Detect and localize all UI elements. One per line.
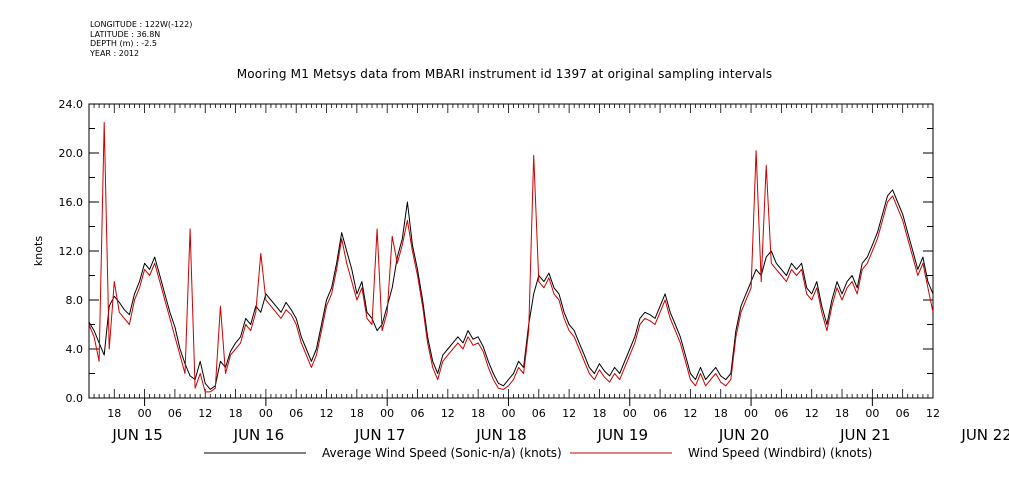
hour-tick-label: 06 bbox=[411, 407, 425, 420]
hour-tick-label: 00 bbox=[380, 407, 394, 420]
hour-tick-label: 06 bbox=[774, 407, 788, 420]
series-line-windbird-wind-speed bbox=[88, 121, 934, 393]
hour-tick-label: 00 bbox=[138, 407, 152, 420]
hour-tick-label: 18 bbox=[350, 407, 364, 420]
hour-tick-label: 06 bbox=[168, 407, 182, 420]
hour-tick-label: 06 bbox=[289, 407, 303, 420]
day-label: JUN 22 bbox=[960, 426, 1009, 444]
hour-tick-label: 06 bbox=[532, 407, 546, 420]
hour-tick-label: 12 bbox=[805, 407, 819, 420]
hour-tick-label: 06 bbox=[653, 407, 667, 420]
hour-tick-label: 18 bbox=[471, 407, 485, 420]
y-tick-label: 24.0 bbox=[59, 98, 84, 111]
day-label: JUN 19 bbox=[597, 426, 648, 444]
hour-tick-label: 12 bbox=[683, 407, 697, 420]
hour-tick-label: 12 bbox=[441, 407, 455, 420]
depth-label: DEPTH (m) : -2.5 bbox=[90, 39, 157, 48]
y-tick-label: 20.0 bbox=[59, 147, 84, 160]
y-tick-label: 8.0 bbox=[66, 294, 84, 307]
y-tick-label: 12.0 bbox=[59, 245, 84, 258]
plot-frame bbox=[88, 103, 934, 399]
hour-tick-label: 12 bbox=[562, 407, 576, 420]
latitude-label: LATITUDE : 36.8N bbox=[90, 29, 161, 39]
mooring-metadata: LONGITUDE : 122W(-122) LATITUDE : 36.8N … bbox=[90, 20, 192, 58]
hour-tick-label: 00 bbox=[259, 407, 273, 420]
hour-tick-label: 18 bbox=[592, 407, 606, 420]
hour-tick-label: 18 bbox=[107, 407, 121, 420]
hour-tick-label: 06 bbox=[896, 407, 910, 420]
day-label: JUN 18 bbox=[475, 426, 526, 444]
hour-tick-label: 18 bbox=[835, 407, 849, 420]
year-label: YEAR : 2012 bbox=[90, 48, 140, 58]
hour-tick-label: 18 bbox=[714, 407, 728, 420]
y-tick-label: 4.0 bbox=[66, 343, 84, 356]
hour-tick-label: 12 bbox=[926, 407, 940, 420]
day-label: JUN 20 bbox=[718, 426, 769, 444]
series-line-average-wind-speed bbox=[88, 189, 934, 390]
day-label: JUN 15 bbox=[111, 426, 162, 444]
y-tick-label: 0.0 bbox=[66, 392, 84, 405]
legend-label-windbird: Wind Speed (Windbird) (knots) bbox=[688, 446, 872, 460]
hour-tick-label: 18 bbox=[229, 407, 243, 420]
hour-tick-label: 00 bbox=[501, 407, 515, 420]
y-tick-label: 16.0 bbox=[59, 196, 84, 209]
longitude-label: LONGITUDE : 122W(-122) bbox=[90, 20, 193, 29]
y-axis-label: knots bbox=[32, 236, 45, 266]
day-label: JUN 17 bbox=[354, 426, 405, 444]
day-label: JUN 16 bbox=[233, 426, 284, 444]
legend-label-average: Average Wind Speed (Sonic-n/a) (knots) bbox=[322, 446, 562, 460]
chart-title: Mooring M1 Metsys data from MBARI instru… bbox=[236, 67, 773, 81]
hour-tick-label: 00 bbox=[865, 407, 879, 420]
hour-tick-label: 00 bbox=[744, 407, 758, 420]
hour-tick-label: 12 bbox=[198, 407, 212, 420]
hour-tick-label: 12 bbox=[320, 407, 334, 420]
hour-tick-label: 00 bbox=[623, 407, 637, 420]
day-label: JUN 21 bbox=[839, 426, 890, 444]
